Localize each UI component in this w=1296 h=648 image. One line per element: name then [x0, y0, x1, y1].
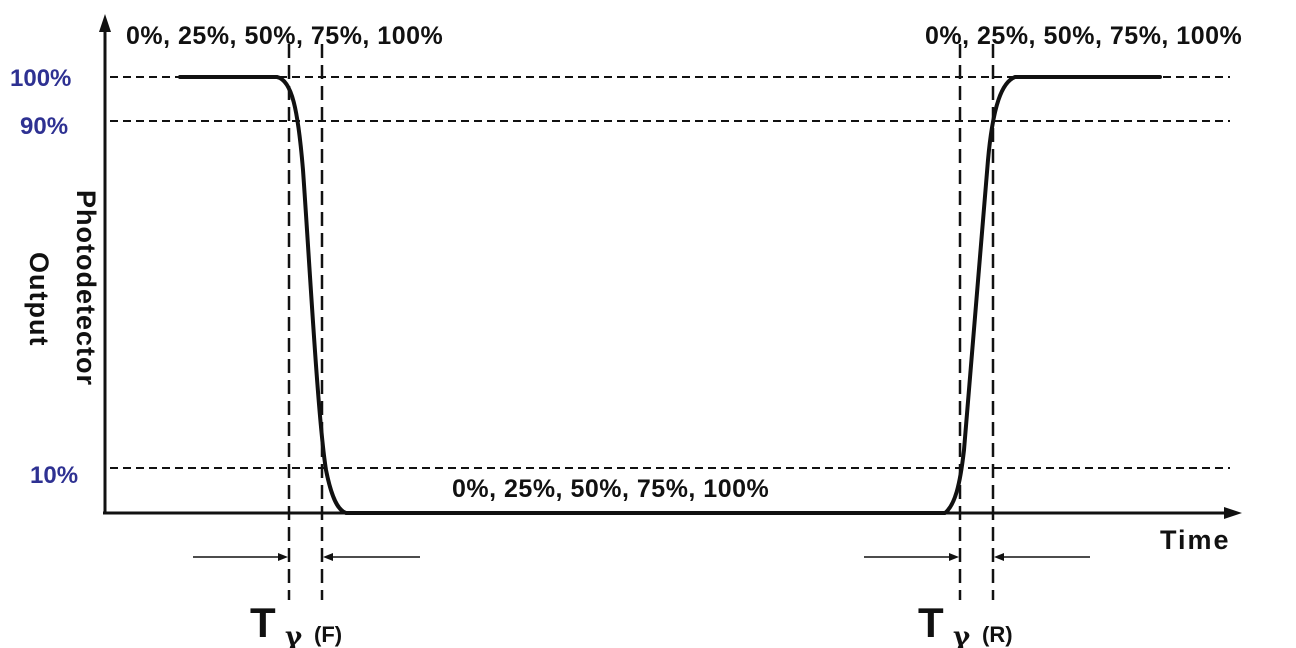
- fall-time-greek: γ: [285, 622, 303, 648]
- response-waveform: [178, 75, 1162, 515]
- fall-right-arrowhead: [323, 553, 333, 561]
- rise-time-symbol: T: [918, 599, 944, 646]
- top-right-percent-label: 0%, 25%, 50%, 75%, 100%: [925, 22, 1242, 50]
- y-axis-label-line2: Output: [24, 252, 54, 346]
- level-100-label: 100%: [10, 65, 71, 92]
- y-axis-label-line1: Photodetector: [71, 190, 101, 386]
- x-axis-arrowhead: [1224, 507, 1242, 519]
- rise-right-arrowhead: [994, 553, 1004, 561]
- y-axis-label-2: Output: [24, 252, 54, 346]
- level-90-label: 90%: [20, 113, 68, 140]
- fall-time-symbol: T: [250, 599, 276, 646]
- rise-left-arrowhead: [949, 553, 959, 561]
- y-axis-arrowhead: [99, 14, 111, 32]
- bottom-center-percent-label: 0%, 25%, 50%, 75%, 100%: [452, 475, 769, 503]
- top-left-percent-label: 0%, 25%, 50%, 75%, 100%: [126, 22, 443, 50]
- fall-time-suffix: (F): [314, 622, 342, 647]
- fall-left-arrowhead: [278, 553, 288, 561]
- x-axis-label: Time: [1160, 525, 1231, 555]
- rise-time-greek: γ: [953, 622, 971, 648]
- y-axis-label: Photodetector: [71, 190, 101, 386]
- level-10-label: 10%: [30, 462, 78, 489]
- rise-time-suffix: (R): [982, 622, 1013, 647]
